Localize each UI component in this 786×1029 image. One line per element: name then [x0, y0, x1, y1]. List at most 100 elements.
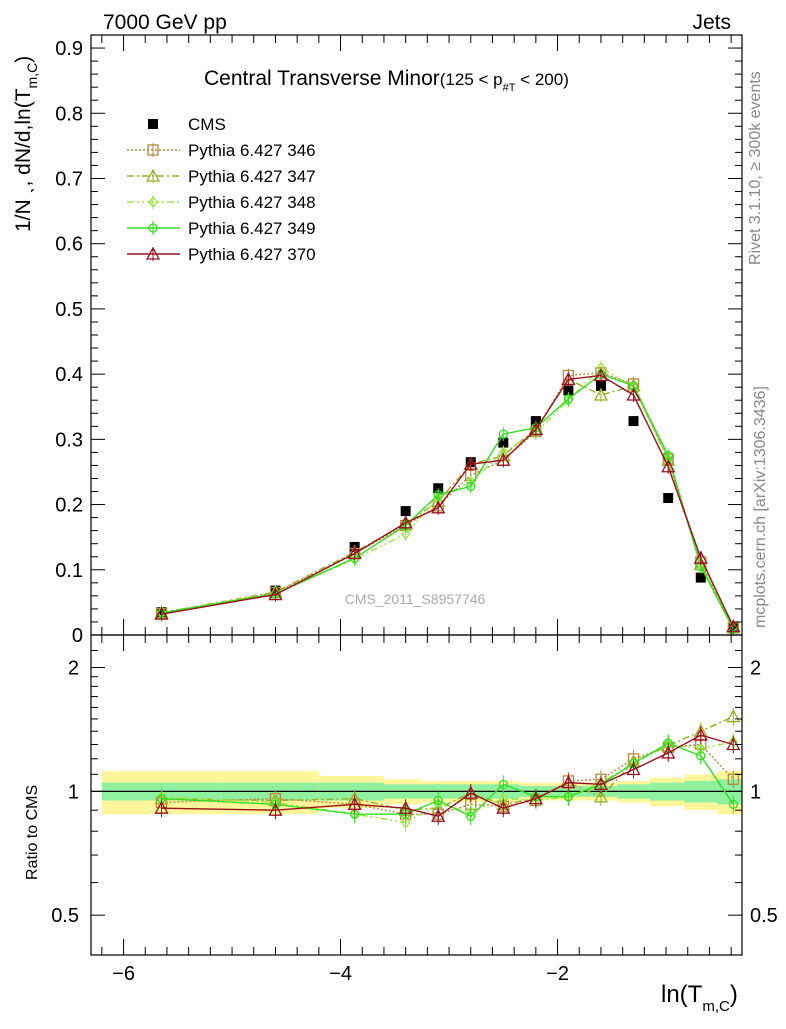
data-point-p370: [268, 587, 283, 601]
y-tick-label: 0.6: [55, 234, 83, 256]
ratio-point-p349: [433, 795, 443, 806]
legend: CMS Pythia 6.427 346 Pythia 6.427 347 Pythi…: [127, 115, 316, 264]
x-tick-label: −2: [546, 963, 569, 985]
ratio-point-p370: [496, 800, 511, 814]
series-line-p370: [161, 374, 734, 627]
data-point-cms: [695, 572, 706, 583]
data-point-cms: [663, 493, 674, 504]
ratio-point-p370: [347, 796, 362, 810]
ratio-line-p349: [161, 742, 734, 818]
data-point-p370: [154, 606, 169, 620]
header-right: Jets: [692, 11, 731, 34]
x-axis-label-sub: m,C: [702, 998, 730, 1015]
ratio-point-p349: [728, 799, 738, 809]
watermark: CMS_2011_S8957746: [345, 591, 486, 607]
ratio-point-p370: [154, 800, 169, 814]
data-point-p370: [431, 500, 446, 514]
legend-marker-cms: [148, 119, 158, 129]
chart-title-main: Central Transverse Minor: [204, 67, 440, 90]
data-point-p370: [693, 550, 708, 564]
data-point-cms: [595, 380, 606, 391]
legend-label-cms: CMS: [188, 115, 226, 134]
data-point-cms: [628, 416, 639, 427]
y-axis-label-ratio: Ratio to CMS: [24, 785, 41, 880]
y-axis-label-main: 1/N ˎ, dN/d,ln(Tm,C): [12, 56, 40, 232]
x-axis-label: ln(Tm,C): [661, 981, 738, 1015]
data-point-p370: [463, 456, 478, 470]
ratio-line-p370: [161, 734, 734, 817]
ratio-line-p347: [161, 715, 734, 811]
y-tick-label: 0.2: [55, 495, 83, 517]
chart-title-range-close: < 200): [515, 70, 568, 89]
ratio-point-p348: [400, 816, 411, 829]
y-tick-label: 0.7: [55, 168, 83, 190]
y-axis-label-text: 1/N ˎ, dN/d,ln(T: [12, 88, 35, 232]
ratio-point-p370: [431, 808, 446, 822]
data-point-p349: [466, 481, 476, 491]
ratio-y-tick-label: 2: [68, 658, 79, 680]
data-point-p348: [400, 527, 411, 540]
legend-marker-p347: [145, 168, 161, 182]
ratio-point-p349: [696, 751, 706, 761]
y-tick-label: 0.5: [55, 299, 83, 321]
data-point-cms: [498, 437, 509, 448]
legend-label-p346: Pythia 6.427 346: [188, 141, 316, 160]
legend-marker-p370: [145, 246, 161, 260]
ratio-point-p370: [463, 785, 478, 799]
ratio-point-p349: [563, 792, 574, 802]
ratio-point-p370: [398, 800, 413, 814]
ratio-y-tick-label-right: 1: [750, 781, 761, 803]
data-point-cms: [563, 385, 574, 396]
data-point-p349: [563, 394, 574, 404]
ratio-line-p348: [161, 741, 734, 824]
data-point-p370: [593, 368, 609, 382]
ratio-point-p370: [528, 791, 543, 805]
data-point-p370: [398, 515, 413, 529]
y-tick-label: 0.1: [55, 560, 83, 582]
data-point-p347: [593, 387, 609, 401]
y-axis-label-sub: m,C: [24, 63, 40, 89]
ratio-point-p346: [727, 773, 739, 785]
legend-label-p349: Pythia 6.427 349: [188, 219, 316, 238]
ratio-point-p347: [593, 789, 609, 803]
chart-title-range-sub: #T: [503, 82, 516, 94]
ratio-point-p370: [626, 762, 641, 776]
data-point-p349: [433, 490, 443, 500]
ratio-point-p370: [661, 745, 676, 759]
ratio-y-tick-label: 1: [68, 781, 79, 803]
mcplots-label: mcplots.cern.ch [arXiv:1306.3436]: [752, 386, 769, 628]
legend-marker-p348: [148, 195, 158, 209]
chart-title-range: (125 < p: [440, 70, 503, 89]
data-point-p370: [561, 371, 576, 385]
data-point-p370: [661, 459, 676, 473]
legend-marker-p349: [148, 223, 158, 233]
ratio-point-p349: [498, 779, 508, 790]
ratio-point-p370: [693, 727, 708, 741]
ratio-point-p370: [561, 775, 576, 789]
legend-marker-p346: [147, 144, 159, 156]
x-tick-label: −6: [112, 963, 135, 985]
series-line-p348: [161, 366, 734, 628]
x-axis-label-close: ): [730, 981, 738, 1008]
y-tick-label: 0.3: [55, 429, 83, 451]
x-axis-label-text: ln(T: [661, 981, 703, 1008]
y-tick-label: 0.8: [55, 103, 83, 125]
main-data-layer: [154, 360, 741, 637]
y-tick-label: 0.4: [55, 364, 83, 386]
ratio-y-tick-label-right: 2: [750, 658, 761, 680]
legend-label-p348: Pythia 6.427 348: [188, 193, 316, 212]
x-tick-label: −4: [329, 963, 352, 985]
data-point-p370: [528, 422, 543, 436]
data-point-p370: [347, 546, 362, 560]
data-point-p370: [726, 619, 741, 633]
ratio-y-tick-label: 0.5: [51, 905, 79, 927]
data-point-p349: [498, 429, 508, 439]
header-left: 7000 GeV pp: [103, 11, 227, 34]
legend-label-p347: Pythia 6.427 347: [188, 167, 316, 186]
y-axis-label-close: ): [12, 56, 35, 63]
axes-layer: 0 0.1 0.2 0.3 0.4 0.5 0.6 0.7 0.8 0.9 −6 −4 −2 0.5 0.5…: [51, 34, 778, 985]
rivet-label: Rivet 3.1.10, ≥ 300k events: [747, 71, 764, 265]
ratio-frame: [90, 634, 743, 956]
data-point-p370: [496, 452, 511, 466]
